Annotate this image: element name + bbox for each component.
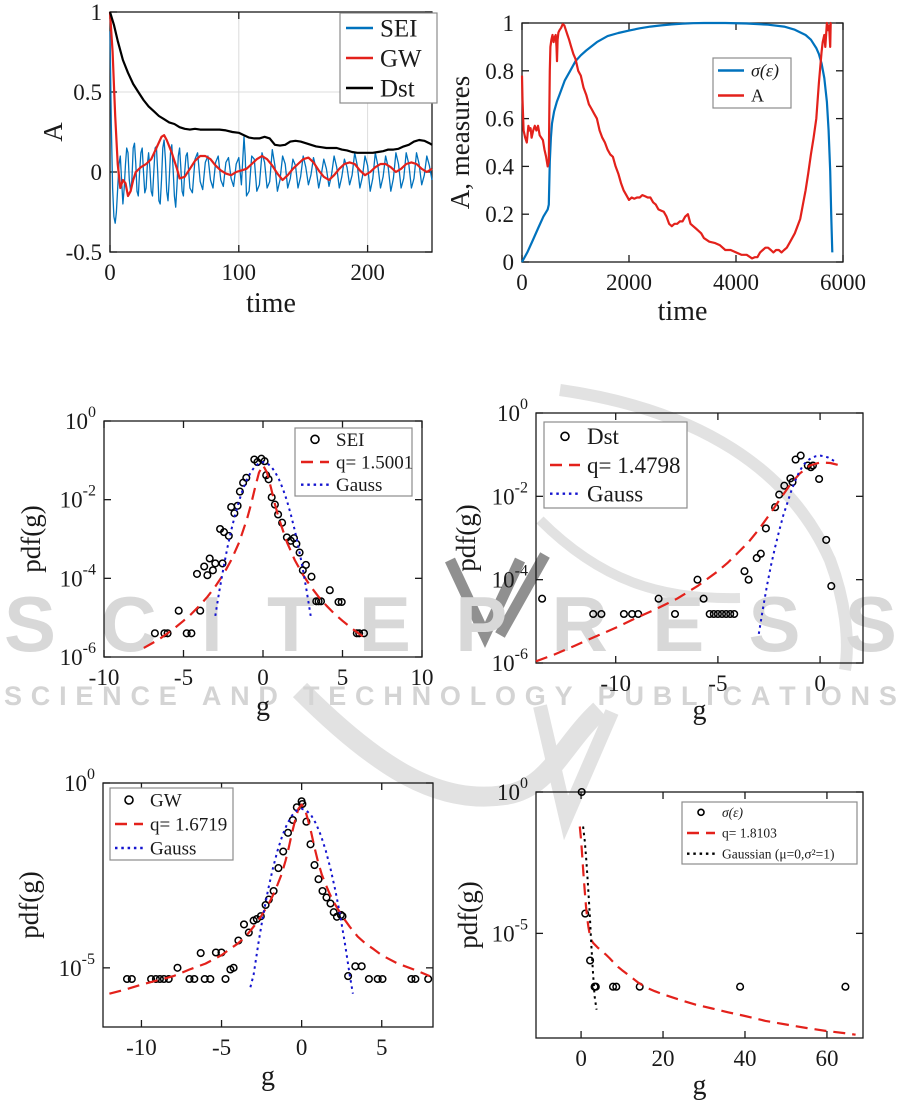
svg-text:10-2: 10-2 bbox=[60, 483, 96, 513]
svg-text:10-6: 10-6 bbox=[60, 640, 96, 670]
watermark-logo-glyph-2 bbox=[495, 552, 550, 638]
svg-text:Dst: Dst bbox=[380, 76, 415, 103]
svg-text:0.5: 0.5 bbox=[73, 80, 102, 105]
watermark-logo-glyph bbox=[445, 557, 525, 649]
svg-text:pdf(g): pdf(g) bbox=[14, 871, 44, 938]
svg-text:Gauss: Gauss bbox=[336, 475, 382, 496]
svg-text:100: 100 bbox=[222, 260, 257, 285]
svg-text:10-5: 10-5 bbox=[59, 951, 95, 981]
plot-timeseries-sigma-A: 0 2000 4000 6000 0 0.2 0.4 0.6 0.8 1 time A, measur… bbox=[451, 11, 866, 327]
plot-pdf-sigma: 0 20 40 60 100 10-5 g pdf(g) σ(ε) q= 1.8103 Gaussi… bbox=[453, 775, 864, 1101]
svg-text:100: 100 bbox=[497, 396, 528, 426]
svg-text:GW: GW bbox=[150, 790, 182, 811]
svg-text:20: 20 bbox=[652, 1046, 675, 1071]
watermark-check-bottom bbox=[533, 704, 619, 841]
svg-text:q= 1.5001: q= 1.5001 bbox=[336, 452, 413, 473]
svg-text:0: 0 bbox=[516, 270, 528, 295]
svg-text:5: 5 bbox=[376, 1035, 388, 1060]
svg-text:-10: -10 bbox=[89, 665, 120, 690]
svg-text:0: 0 bbox=[814, 671, 826, 696]
svg-text:1: 1 bbox=[91, 0, 103, 25]
svg-text:0.2: 0.2 bbox=[485, 202, 514, 227]
svg-text:GW: GW bbox=[380, 46, 422, 73]
svg-text:q= 1.6719: q= 1.6719 bbox=[150, 814, 227, 835]
svg-text:σ(ε): σ(ε) bbox=[722, 805, 743, 820]
svg-text:0: 0 bbox=[575, 1046, 587, 1071]
watermark-arc-right bbox=[559, 384, 853, 671]
svg-text:q= 1.4798: q= 1.4798 bbox=[587, 453, 680, 478]
svg-text:5: 5 bbox=[337, 665, 349, 690]
svg-text:0: 0 bbox=[296, 1035, 308, 1060]
svg-text:100: 100 bbox=[497, 775, 528, 805]
svg-text:pdf(g): pdf(g) bbox=[16, 505, 46, 572]
svg-text:10-6: 10-6 bbox=[492, 646, 528, 676]
svg-text:0: 0 bbox=[91, 160, 103, 185]
svg-text:g: g bbox=[261, 1061, 275, 1092]
svg-text:q= 1.8103: q= 1.8103 bbox=[722, 826, 777, 841]
svg-text:10: 10 bbox=[411, 665, 434, 690]
svg-text:-10: -10 bbox=[600, 671, 631, 696]
svg-text:time: time bbox=[246, 288, 296, 319]
svg-text:g: g bbox=[256, 691, 270, 722]
svg-text:0: 0 bbox=[503, 250, 515, 275]
svg-text:0.4: 0.4 bbox=[485, 154, 514, 179]
svg-text:0: 0 bbox=[257, 665, 269, 690]
svg-text:1: 1 bbox=[503, 11, 515, 36]
svg-text:0.6: 0.6 bbox=[485, 107, 514, 132]
svg-text:SEI: SEI bbox=[380, 16, 418, 43]
svg-text:time: time bbox=[658, 296, 708, 327]
svg-text:0.8: 0.8 bbox=[485, 59, 514, 84]
svg-text:-5: -5 bbox=[174, 665, 193, 690]
svg-text:-5: -5 bbox=[212, 1035, 231, 1060]
svg-text:σ(ε): σ(ε) bbox=[751, 61, 779, 82]
svg-text:g: g bbox=[693, 1070, 707, 1101]
svg-text:Gaussian (μ=0,σ²=1): Gaussian (μ=0,σ²=1) bbox=[722, 846, 835, 861]
svg-text:10-2: 10-2 bbox=[492, 479, 528, 509]
svg-text:-10: -10 bbox=[126, 1035, 157, 1060]
svg-text:0: 0 bbox=[104, 260, 116, 285]
svg-text:Dst: Dst bbox=[587, 424, 620, 449]
svg-text:10-4: 10-4 bbox=[60, 561, 96, 591]
plot-pdf-dst: -10 -5 0 100 10-2 10-4 10-6 g pdf(g) Dst q= 1.4798… bbox=[451, 396, 864, 725]
svg-text:A: A bbox=[751, 86, 764, 106]
svg-text:100: 100 bbox=[64, 766, 95, 796]
svg-text:A: A bbox=[38, 122, 68, 142]
svg-text:6000: 6000 bbox=[820, 270, 866, 295]
watermark-wave-bottom bbox=[292, 682, 607, 807]
svg-text:-5: -5 bbox=[708, 671, 727, 696]
svg-text:2000: 2000 bbox=[606, 270, 652, 295]
svg-text:-0.5: -0.5 bbox=[66, 240, 102, 265]
svg-text:A, measures: A, measures bbox=[451, 76, 475, 209]
svg-text:SEI: SEI bbox=[336, 430, 365, 451]
svg-text:pdf(g): pdf(g) bbox=[453, 881, 483, 948]
svg-text:100: 100 bbox=[65, 404, 96, 434]
watermark-arc-mid bbox=[536, 516, 741, 604]
svg-text:Gauss: Gauss bbox=[587, 481, 643, 506]
svg-text:10-4: 10-4 bbox=[492, 563, 528, 593]
svg-text:40: 40 bbox=[733, 1046, 756, 1071]
svg-text:Gauss: Gauss bbox=[150, 838, 196, 859]
plot-pdf-gw: -10 -5 0 5 100 10-5 g pdf(g) GW q= 1.6719 Gauss bbox=[14, 766, 434, 1092]
svg-text:10-5: 10-5 bbox=[492, 916, 528, 946]
svg-text:g: g bbox=[693, 695, 707, 725]
svg-text:pdf(g): pdf(g) bbox=[451, 504, 481, 571]
svg-text:4000: 4000 bbox=[713, 270, 759, 295]
svg-text:60: 60 bbox=[815, 1046, 838, 1071]
svg-text:200: 200 bbox=[350, 260, 385, 285]
